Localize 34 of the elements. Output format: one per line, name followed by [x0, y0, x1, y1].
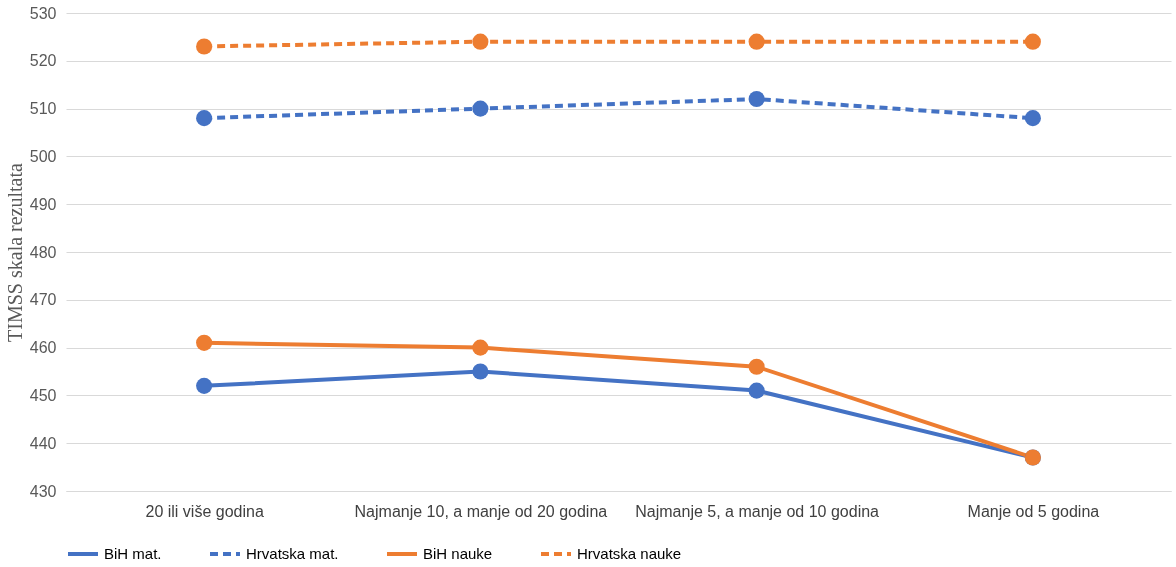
point [196, 110, 213, 127]
point [748, 382, 765, 399]
point [472, 339, 489, 356]
y-tick-label: 530 [29, 4, 57, 22]
y-tick-label: 520 [29, 52, 57, 70]
legend-label: Hrvatska nauke [577, 545, 682, 562]
y-tick-label: 430 [29, 482, 57, 500]
point [196, 334, 213, 351]
y-tick-label: 500 [29, 147, 57, 165]
point [196, 377, 213, 394]
point [472, 33, 489, 50]
point [748, 33, 765, 50]
x-tick-label: Najmanje 10, a manje od 20 godina [354, 502, 608, 520]
y-tick-label: 490 [29, 195, 57, 213]
y-tick-label: 480 [29, 243, 57, 261]
y-axis-title: TIMSS skala rezultata [3, 162, 26, 342]
y-tick-label: 470 [29, 291, 57, 309]
point [472, 363, 489, 380]
x-tick-label: 20 ili više godina [145, 502, 264, 520]
point [472, 100, 489, 117]
point [196, 38, 213, 55]
y-tick-label: 460 [29, 339, 57, 357]
y-tick-label: 510 [29, 100, 57, 118]
legend-label: Hrvatska mat. [246, 545, 339, 562]
x-tick-label: Najmanje 5, a manje od 10 godina [635, 502, 880, 520]
y-tick-label: 450 [29, 386, 57, 404]
point [1024, 110, 1041, 127]
point [748, 90, 765, 108]
point [748, 358, 765, 375]
x-tick-label: Manje od 5 godina [967, 502, 1100, 520]
y-tick-label: 440 [29, 434, 57, 452]
legend-label: BiH mat. [104, 545, 162, 562]
legend-label: BiH nauke [423, 545, 493, 562]
point [1024, 33, 1041, 50]
